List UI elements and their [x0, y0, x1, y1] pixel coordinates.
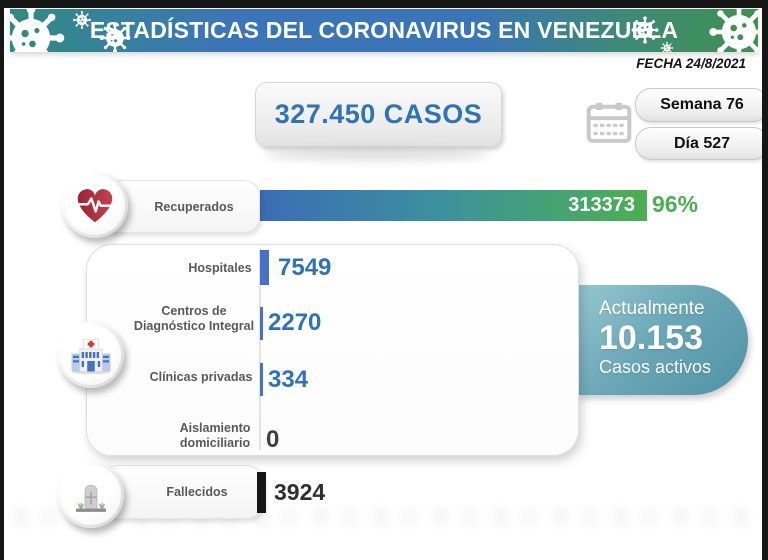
- active-cases-subcaption: Casos activos: [599, 357, 712, 377]
- heart-pulse-icon: [62, 172, 128, 238]
- facility-label-text: Clínicas privadas: [149, 370, 253, 384]
- facility-label-hospitales: Hospitales: [145, 261, 295, 276]
- hospital-icon-inner: [61, 325, 121, 385]
- facility-value-clinicas: 334: [268, 366, 309, 393]
- facilities-panel: [86, 244, 579, 456]
- infographic-canvas: ESTADÍSTICAS DEL CORONAVIRUS EN VENEZUEL…: [4, 8, 762, 560]
- tombstone-icon: [58, 462, 124, 528]
- facility-value-hospitales: 7549: [278, 254, 332, 281]
- facility-bar-clinicas: [260, 363, 263, 396]
- deceased-value: 3924: [274, 479, 326, 505]
- total-cases-badge: 327.450 CASOS: [255, 82, 502, 147]
- deceased-bar: [257, 472, 266, 513]
- facility-label-aislamiento: Aislamiento domiciliario: [140, 421, 290, 451]
- tombstone-icon-inner: [61, 465, 121, 525]
- facility-label-cdi: Centros de Diagnóstico Integral: [119, 304, 269, 334]
- facility-bar-hospitales: [260, 250, 269, 285]
- day-badge: Día 527: [635, 127, 762, 160]
- active-cases-value: 10.153: [599, 319, 703, 357]
- facility-label-line1: Centros de: [161, 304, 227, 318]
- total-cases-value: 327.450 CASOS: [274, 99, 483, 129]
- recovered-percent: 96%: [652, 191, 699, 217]
- facility-label-line2: domiciliario: [179, 436, 251, 450]
- active-cases-caption: Actualmente: [599, 298, 705, 319]
- hospital-icon: [58, 322, 124, 388]
- header-banner: ESTADÍSTICAS DEL CORONAVIRUS EN VENEZUEL…: [10, 9, 758, 52]
- facility-bar-cdi: [260, 307, 263, 340]
- facility-value-cdi: 2270: [268, 309, 322, 336]
- page-title: ESTADÍSTICAS DEL CORONAVIRUS EN VENEZUEL…: [89, 16, 679, 43]
- cases-box-reflection: [266, 149, 489, 161]
- facility-label-clinicas: Clínicas privadas: [126, 370, 276, 385]
- recovered-value: 313373: [568, 194, 635, 216]
- heart-pulse-icon-inner: [65, 175, 125, 235]
- date-label: FECHA 24/8/2021: [636, 56, 746, 71]
- recovered-bar: 313373: [260, 190, 647, 221]
- facility-label-line2: Diagnóstico Integral: [133, 319, 255, 333]
- facility-value-aislamiento: 0: [266, 426, 280, 453]
- facility-label-line1: Aislamiento: [179, 421, 251, 435]
- facility-label-text: Hospitales: [188, 261, 252, 275]
- active-cases-bubble: Actualmente 10.153 Casos activos: [577, 285, 748, 395]
- calendar-icon: [583, 95, 635, 151]
- bar-axis-line: [259, 248, 261, 450]
- week-badge: Semana 76: [635, 88, 762, 122]
- deceased-label: Fallecidos: [100, 465, 264, 519]
